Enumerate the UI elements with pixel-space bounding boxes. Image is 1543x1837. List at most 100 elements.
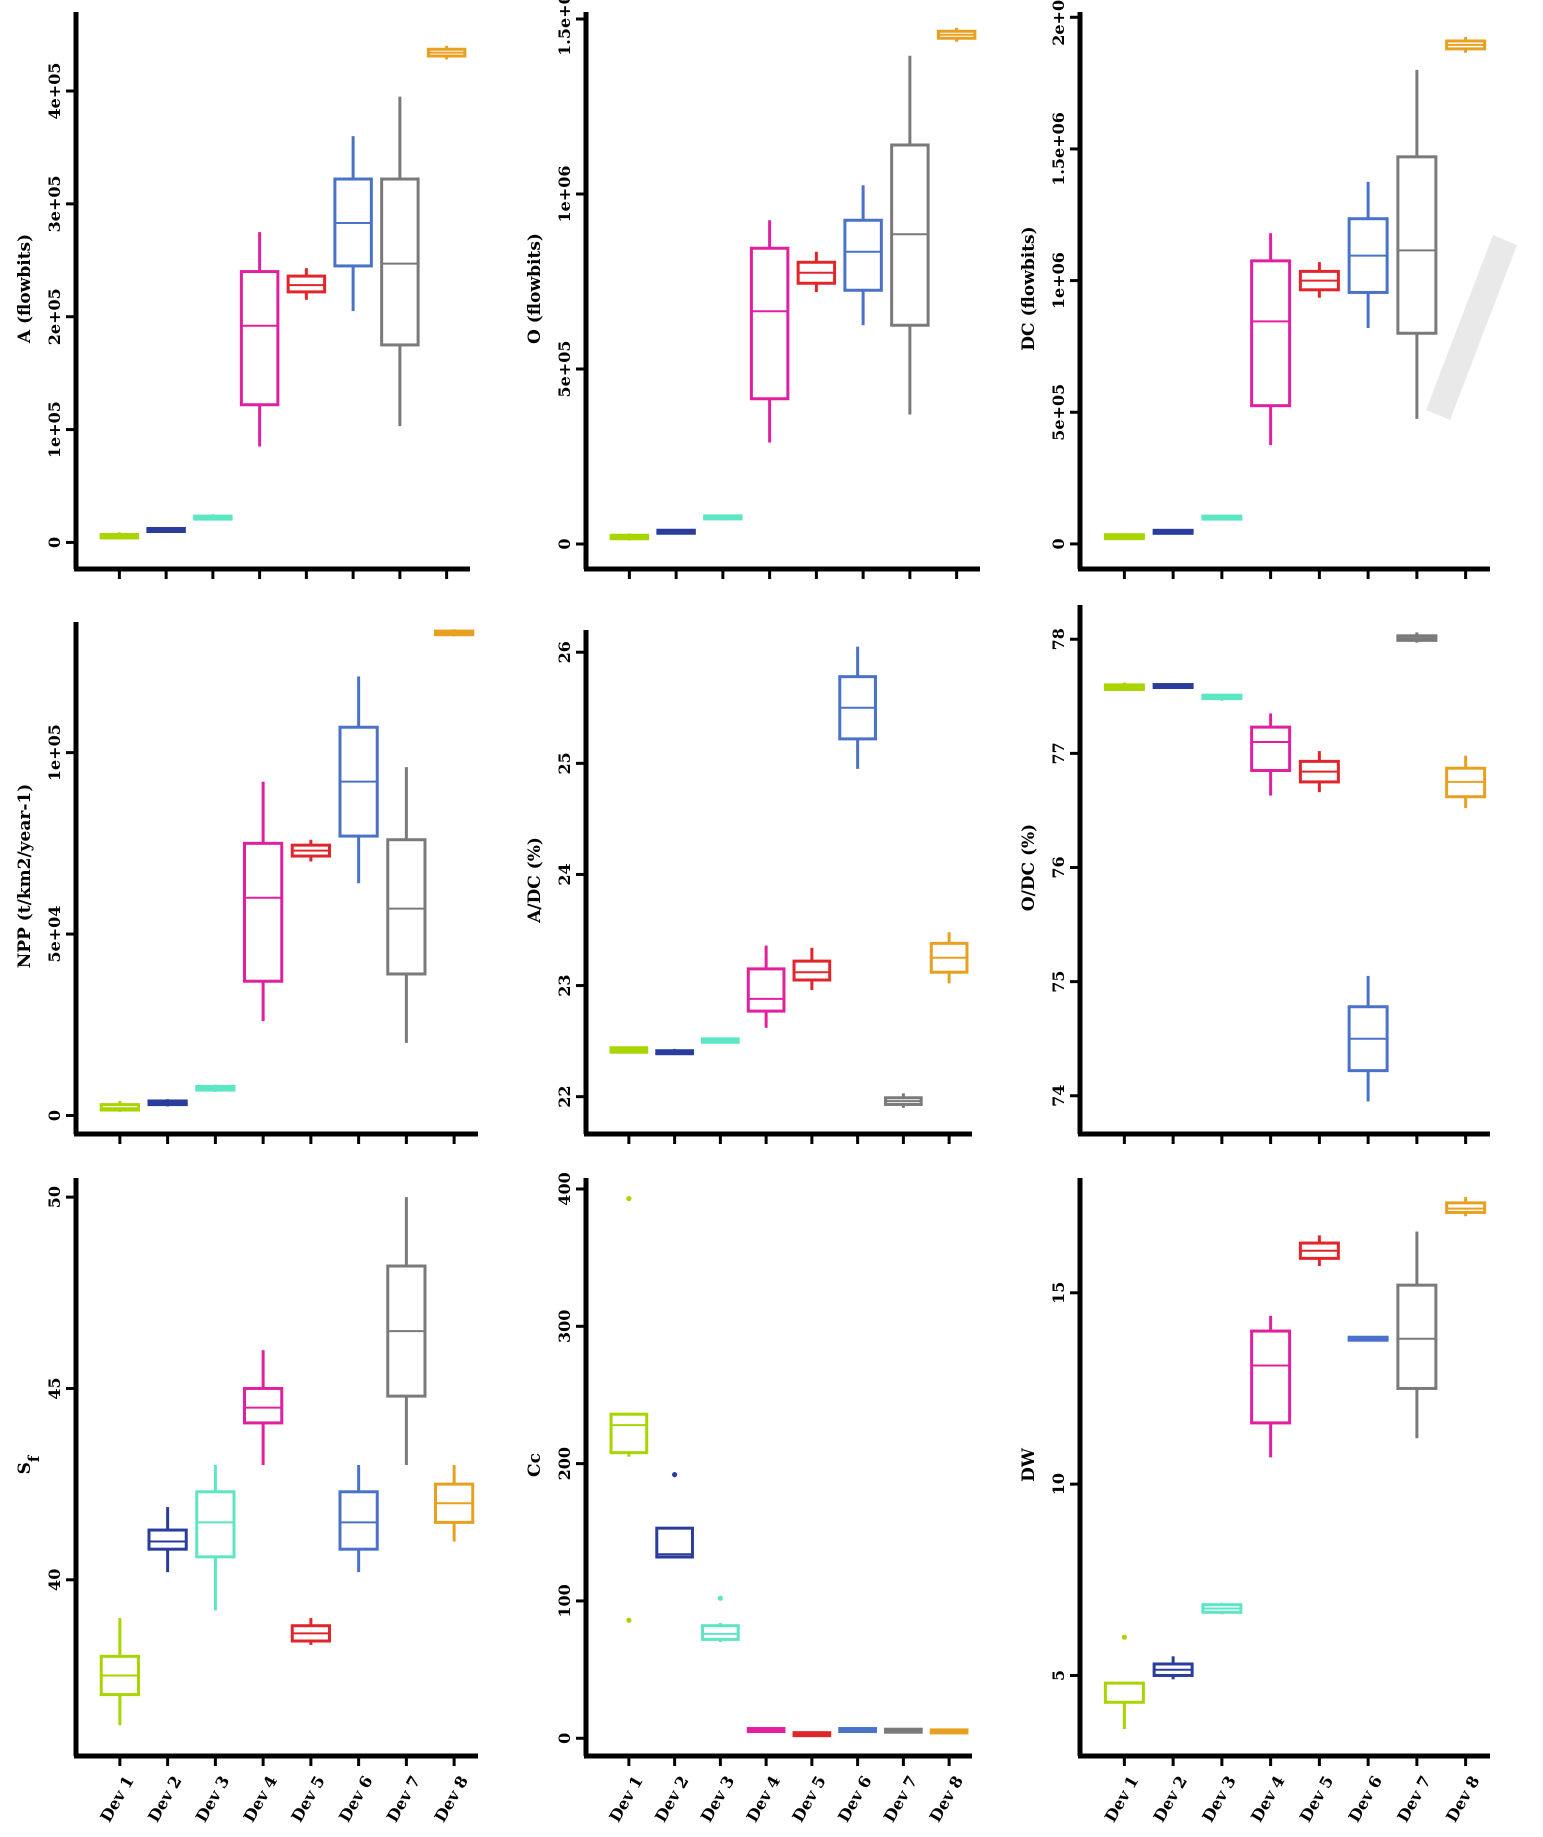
- watermark-decoration: [1426, 235, 1517, 420]
- box-1: [99, 1618, 140, 1726]
- box-5: [1298, 262, 1340, 298]
- box-7: [1396, 69, 1438, 419]
- box-8: [936, 27, 977, 42]
- outlier-point: [717, 1595, 723, 1601]
- box-body: [1250, 1329, 1292, 1425]
- box-8: [434, 1465, 475, 1542]
- y-tick-label: 400: [555, 1172, 574, 1205]
- box-body: [655, 1526, 694, 1559]
- y-tick-label: 1.5e+06: [555, 0, 574, 56]
- y-tick-label: 50: [45, 1186, 64, 1208]
- x-tick-label: Dev 2: [651, 1773, 692, 1826]
- y-tick-label: 10: [1049, 1473, 1068, 1495]
- y-tick-label: 78: [1049, 628, 1068, 650]
- box-6: [338, 1465, 379, 1573]
- box-body: [749, 246, 790, 401]
- box-8: [929, 1728, 969, 1735]
- y-tick-label: 26: [555, 641, 574, 663]
- box-4: [746, 1727, 786, 1734]
- y-axis-title: NPP (t/km2/year-1): [15, 784, 35, 969]
- box-body: [792, 959, 832, 982]
- y-tick-label: 76: [1049, 856, 1068, 878]
- box-3: [1201, 693, 1243, 701]
- x-tick-label: Dev 3: [1198, 1773, 1239, 1826]
- box-1: [1103, 1634, 1145, 1730]
- box-body: [380, 177, 420, 347]
- box-4: [746, 945, 786, 1028]
- y-axis-title: O (flowbits): [525, 233, 545, 344]
- x-tick-label: Dev 6: [335, 1773, 376, 1826]
- box-8: [1445, 1197, 1487, 1217]
- box-body: [243, 841, 284, 983]
- y-tick-label: 2e+06: [1049, 0, 1068, 46]
- box-body: [386, 838, 427, 976]
- y-tick-label: 0: [45, 537, 64, 548]
- box-1: [1103, 682, 1145, 691]
- x-tick-label: Dev 2: [1149, 1773, 1190, 1826]
- box-3: [1201, 514, 1243, 521]
- y-tick-label: 1e+06: [555, 166, 574, 223]
- box-2: [1152, 528, 1194, 535]
- box-4: [749, 220, 790, 443]
- outlier-point: [672, 1472, 678, 1478]
- box-1: [609, 1195, 649, 1623]
- x-tick-label: Dev 1: [1101, 1773, 1142, 1826]
- box-body: [1103, 1681, 1145, 1704]
- chart-panel-4: 0 5e+04 1e+05 NPP (t/km2/year-1): [15, 622, 478, 1144]
- y-axis-title: DC (flowbits): [1019, 226, 1039, 350]
- box-7: [884, 1093, 923, 1108]
- y-axis-title: O/DC (%): [1019, 824, 1039, 911]
- y-tick-label: 45: [45, 1377, 64, 1399]
- box-body: [843, 218, 883, 292]
- y-tick-label: 1.5e+06: [1049, 112, 1068, 186]
- box-7: [1396, 1231, 1438, 1439]
- box-5: [290, 1618, 331, 1645]
- box-6: [333, 136, 373, 312]
- y-tick-label: 1e+05: [45, 401, 64, 458]
- box-body: [701, 1624, 740, 1641]
- box-5: [796, 251, 837, 292]
- box-body: [239, 270, 280, 407]
- box-7: [890, 55, 930, 415]
- x-tick-label: Dev 5: [788, 1773, 829, 1826]
- box-3: [703, 514, 743, 521]
- box-body: [338, 1490, 379, 1551]
- y-tick-label: 0: [1049, 538, 1068, 549]
- y-axis-title: A (flowbits): [15, 234, 35, 344]
- y-tick-label: 1e+05: [45, 724, 64, 781]
- x-tick-label: Dev 5: [1296, 1773, 1337, 1826]
- y-tick-label: 24: [555, 863, 574, 885]
- box-2: [656, 528, 696, 535]
- box-1: [1103, 533, 1145, 541]
- box-3: [195, 1084, 236, 1092]
- y-tick-label: 200: [555, 1447, 574, 1480]
- box-1: [99, 1100, 140, 1112]
- box-7: [386, 1197, 427, 1465]
- box-7: [386, 767, 427, 1043]
- box-5: [1298, 1235, 1340, 1267]
- x-tick-label: Dev 3: [192, 1773, 233, 1826]
- y-tick-label: 2e+05: [45, 288, 64, 345]
- box-2: [147, 1099, 188, 1107]
- y-tick-label: 40: [45, 1569, 64, 1591]
- outlier-point: [1121, 1634, 1127, 1640]
- box-8: [434, 629, 475, 637]
- box-8: [1445, 755, 1487, 809]
- y-tick-label: 5e+05: [555, 341, 574, 398]
- box-5: [290, 839, 331, 862]
- box-2: [147, 1507, 188, 1573]
- watermark-shape: [1426, 235, 1517, 420]
- y-tick-label: 5e+04: [45, 906, 64, 963]
- box-2: [655, 1472, 694, 1559]
- y-tick-label: 15: [1049, 1282, 1068, 1304]
- y-tick-label: 5e+05: [1049, 384, 1068, 441]
- x-tick-label: Dev 7: [383, 1773, 424, 1826]
- box-body: [609, 1412, 649, 1455]
- box-4: [1250, 713, 1292, 796]
- y-tick-label: 1e+06: [1049, 252, 1068, 309]
- box-5: [792, 1731, 832, 1738]
- box-1: [609, 1046, 649, 1054]
- y-tick-label: 77: [1049, 742, 1068, 764]
